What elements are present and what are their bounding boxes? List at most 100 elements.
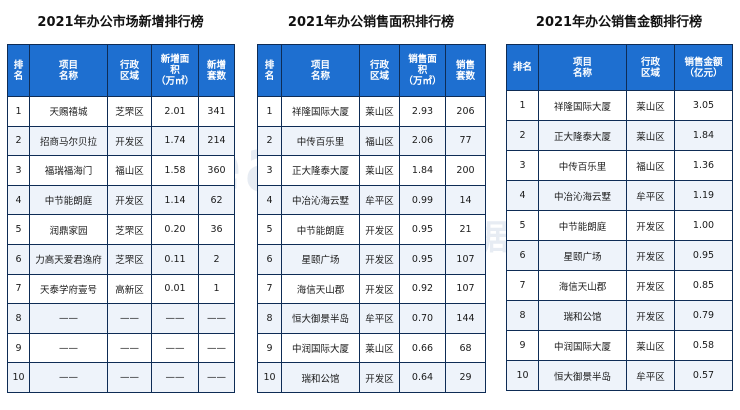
district-cell: 莱山区 [359, 96, 400, 127]
amount-cell: 0.95 [674, 240, 733, 271]
project-name-cell: 中冶沁海云墅 [281, 184, 360, 216]
project-name-cell: 中润国际大厦 [281, 332, 360, 364]
rank-cell: 3 [7, 155, 30, 186]
district-cell: 开发区 [626, 210, 675, 241]
table-header-row: 排 名项目 名称 行政 区域 销售面 积 （万㎡） 销售 套数 [257, 44, 486, 97]
rank-cell: 9 [506, 330, 539, 361]
table-row: 9 中润国际大厦 莱山区 0.66 68 [257, 332, 486, 364]
district-cell: 芝罘区 [107, 96, 152, 127]
project-name-cell: 恒大御景半岛 [538, 360, 627, 391]
district-cell: 高新区 [107, 273, 152, 305]
district-cell: —— [107, 362, 152, 393]
units-cell: 62 [198, 184, 235, 216]
table-row: 6 星颐广场 开发区 0.95 [506, 240, 733, 271]
area-cell: 1.84 [399, 155, 446, 186]
sales-amount-ranking-panel: 2021年办公销售金额排行榜 排名 项目 名称 行政 区域 销售金额 （亿元） 1 祥隆… [506, 0, 733, 391]
area-cell: 2.06 [399, 125, 446, 157]
rank-cell: 2 [7, 125, 30, 157]
project-name-cell: 中节能朗庭 [281, 214, 360, 245]
district-header: 行政 区域 [626, 44, 675, 91]
amount-cell: 0.79 [674, 300, 733, 331]
rank-header: 排名 [506, 44, 539, 91]
table-row: 8 —— —— —— —— [7, 303, 235, 334]
rank-cell: 6 [7, 243, 30, 275]
district-cell: 开发区 [626, 240, 675, 271]
project-name-cell: 中节能朗庭 [29, 184, 108, 216]
table-row: 6 力高天爱君逸府 芝罘区 0.11 2 [7, 243, 235, 275]
units-cell: 107 [445, 243, 486, 275]
table-row: 8 瑞和公馆 开发区 0.79 [506, 300, 733, 331]
table-row: 1 祥隆国际大厦 莱山区 2.93 206 [257, 96, 486, 127]
rank-cell: 1 [506, 90, 539, 121]
rank-cell: 7 [7, 273, 30, 305]
table-row: 1 祥隆国际大厦 莱山区 3.05 [506, 90, 733, 121]
rank-cell: 8 [7, 303, 30, 334]
district-cell: 开发区 [359, 273, 400, 305]
district-cell: 开发区 [626, 300, 675, 331]
table-row: 4 中节能朗庭 开发区 1.14 62 [7, 184, 235, 216]
area-cell: —— [151, 362, 199, 393]
panel-title: 2021年办公销售面积排行榜 [287, 15, 455, 30]
area-cell: 0.95 [399, 243, 446, 275]
project-name-cell: 祥隆国际大厦 [281, 96, 360, 127]
units-cell: 360 [198, 155, 235, 186]
district-cell: 莱山区 [359, 155, 400, 186]
area-cell: 0.66 [399, 332, 446, 364]
units-cell: —— [198, 303, 235, 334]
project-name-cell: 瑞和公馆 [538, 300, 627, 331]
project-name-cell: 中润国际大厦 [538, 330, 627, 361]
area-cell: —— [151, 332, 199, 364]
units-cell: 144 [445, 303, 486, 334]
area-cell: 2.93 [399, 96, 446, 127]
table-row: 2 中传百乐里 福山区 2.06 77 [257, 125, 486, 157]
table-row: 7 海信天山郡 开发区 0.85 [506, 270, 733, 301]
table-row: 2 招商马尔贝拉 开发区 1.74 214 [7, 125, 235, 157]
table-row: 7 海信天山郡 开发区 0.92 107 [257, 273, 486, 305]
project-name-cell: 恒大御景半岛 [281, 303, 360, 334]
project-name-cell: —— [29, 332, 108, 364]
district-cell: 牟平区 [359, 303, 400, 334]
district-cell: 开发区 [626, 270, 675, 301]
project-name-cell: 天赐禧城 [29, 96, 108, 127]
table-header-row: 排 名项目 名称 行政 区域 新增面 积 （万㎡） 新增 套数 [7, 44, 235, 97]
rank-header: 排 名 [257, 44, 282, 97]
rank-cell: 9 [7, 332, 30, 364]
table-body: 1 祥隆国际大厦 莱山区 2.93 206 2 中传百乐里 福山区 2.06 77 3 正大隆泰大厦莱… [257, 96, 486, 393]
panel-title: 2021年办公销售金额排行榜 [535, 15, 703, 30]
rank-cell: 5 [7, 214, 30, 245]
units-cell: 206 [445, 96, 486, 127]
area-cell: 0.11 [151, 243, 199, 275]
table-row: 5 润鼎家园 芝罘区 0.20 36 [7, 214, 235, 245]
project-name-cell: 海信天山郡 [281, 273, 360, 305]
rank-cell: 9 [257, 332, 282, 364]
area-cell: 0.95 [399, 214, 446, 245]
project-name-cell: —— [29, 303, 108, 334]
sold-units-header: 销售 套数 [445, 44, 486, 97]
rank-cell: 2 [257, 125, 282, 157]
table-row: 2 正大隆泰大厦 莱山区 1.84 [506, 120, 733, 151]
area-cell: 0.20 [151, 214, 199, 245]
area-cell: 0.92 [399, 273, 446, 305]
rank-cell: 1 [257, 96, 282, 127]
project-name-cell: 瑞和公馆 [281, 362, 360, 393]
units-cell: 341 [198, 96, 235, 127]
units-cell: 36 [198, 214, 235, 245]
amount-cell: 1.84 [674, 120, 733, 151]
units-cell: 77 [445, 125, 486, 157]
units-cell: 2 [198, 243, 235, 275]
sales-amount-header: 销售金额 （亿元） [674, 44, 733, 91]
area-cell: 2.01 [151, 96, 199, 127]
district-header: 行政 区域 [359, 44, 400, 97]
project-name-cell: 招商马尔贝拉 [29, 125, 108, 157]
table-body: 1 天赐禧城 芝罘区 2.01 341 2 招商马尔贝拉 开发区 1.74 214 3 福瑞福海门 福山… [7, 96, 235, 393]
rank-cell: 6 [257, 243, 282, 275]
rank-header: 排 名 [7, 44, 30, 97]
project-name-cell: 星颐广场 [281, 243, 360, 275]
table-header-row: 排名 项目 名称 行政 区域 销售金额 （亿元） [506, 44, 733, 91]
district-cell: —— [107, 332, 152, 364]
district-cell: 牟平区 [626, 360, 675, 391]
area-cell: —— [151, 303, 199, 334]
rank-cell: 3 [257, 155, 282, 186]
units-cell: 21 [445, 214, 486, 245]
table-row: 5 中节能朗庭 开发区 0.95 21 [257, 214, 486, 245]
